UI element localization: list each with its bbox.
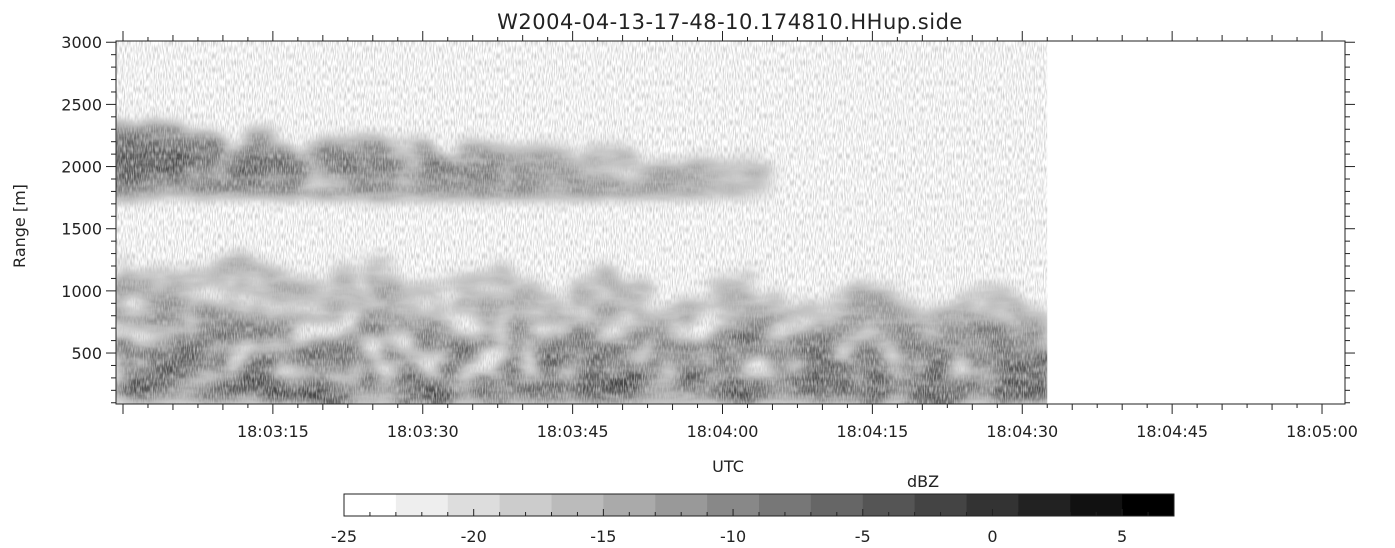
colorbar-swatch (707, 494, 760, 516)
colorbar-swatch (759, 494, 812, 516)
x-axis: 18:03:15 18:03:30 18:03:45 18:04:00 18:04:15… (122, 31, 1358, 441)
colorbar-tick-label: -25 (331, 527, 357, 546)
y-tick-label: 1000 (61, 282, 102, 301)
colorbar-swatch (1070, 494, 1123, 516)
colorbar-label: dBZ (907, 472, 939, 491)
colorbar-swatch (862, 494, 916, 516)
x-tick-label: 18:04:45 (1136, 422, 1208, 441)
y-tick-label: 3000 (61, 33, 102, 52)
x-tick-label: 18:04:15 (836, 422, 908, 441)
x-tick-label: 18:03:15 (237, 422, 309, 441)
colorbar-tick-label: -15 (590, 527, 616, 546)
x-tick-label: 18:04:30 (986, 422, 1058, 441)
y-tick-label: 2500 (61, 95, 102, 114)
colorbar-tick-label: -20 (461, 527, 487, 546)
colorbar-swatch (914, 494, 967, 516)
y-tick-label: 2000 (61, 158, 102, 177)
x-tick-label: 18:03:30 (387, 422, 459, 441)
colorbar-swatch (810, 494, 864, 516)
colorbar-swatch (395, 494, 449, 516)
x-tick-label: 18:04:00 (687, 422, 759, 441)
colorbar-swatch (344, 494, 397, 516)
colorbar-swatch (499, 494, 552, 516)
noise-speckle (116, 41, 1048, 404)
colorbar-tick-label: 5 (1117, 527, 1127, 546)
y-tick-label: 1500 (61, 220, 102, 239)
colorbar-swatch (551, 494, 604, 516)
colorbar-tick-label: -10 (720, 527, 746, 546)
x-tick-label: 18:05:00 (1286, 422, 1358, 441)
colorbar-swatch (966, 494, 1019, 516)
colorbar-swatch (447, 494, 501, 516)
y-axis: 500 1000 1500 2000 2500 3000 (61, 33, 1355, 404)
colorbar-swatch (603, 494, 656, 516)
colorbar-swatch (655, 494, 708, 516)
y-axis-label: Range [m] (10, 184, 29, 268)
plot-frame (115, 40, 1346, 405)
x-axis-label: UTC (712, 457, 744, 476)
colorbar: -25 -20 -15 -10 -5 0 5 (331, 493, 1175, 546)
plot-area: 18:03:15 18:03:30 18:03:45 18:04:00 18:04:15… (61, 31, 1358, 441)
colorbar-tick-label: -5 (855, 527, 871, 546)
y-tick-label: 500 (71, 344, 102, 363)
x-tick-label: 18:03:45 (537, 422, 609, 441)
colorbar-swatch (1122, 494, 1175, 516)
colorbar-swatch (1018, 494, 1071, 516)
colorbar-tick-label: 0 (987, 527, 997, 546)
chart-title: W2004-04-13-17-48-10.174810.HHup.side (497, 10, 963, 34)
